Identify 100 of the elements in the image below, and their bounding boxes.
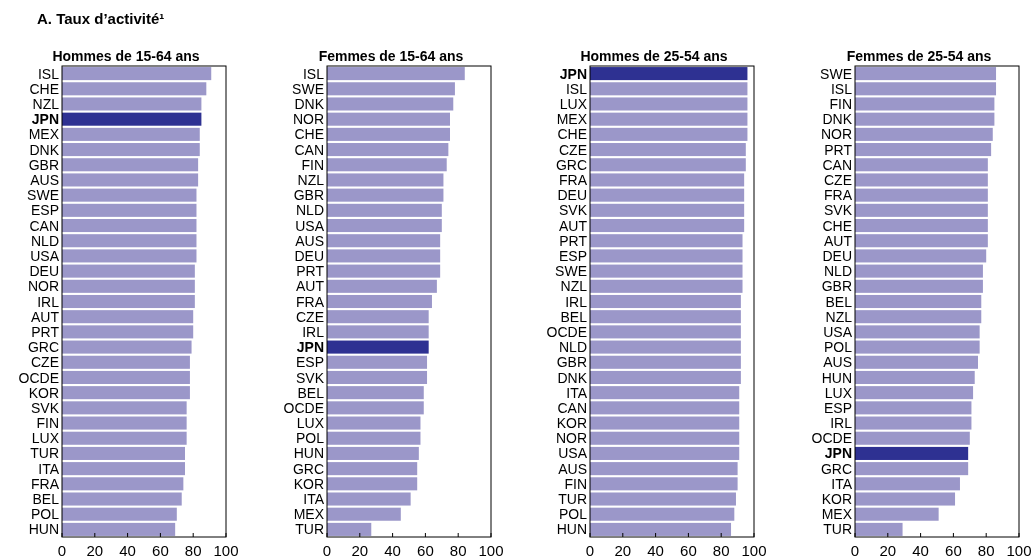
bar: [590, 143, 746, 157]
bar: [62, 477, 184, 491]
y-tick-label: FRA: [296, 293, 325, 310]
y-tick-label: PRT: [296, 263, 325, 280]
bar: [590, 173, 745, 187]
x-tick-label: 80: [449, 542, 467, 559]
y-tick-label: DNK: [29, 141, 60, 158]
y-tick-label: CAN: [294, 141, 324, 158]
bar: [855, 279, 983, 293]
y-tick-label: KOR: [28, 384, 59, 401]
y-tick-label: FIN: [36, 415, 59, 432]
y-tick-label: LUX: [296, 415, 325, 432]
bar: [590, 82, 748, 96]
y-tick-label: ITA: [831, 475, 853, 492]
y-tick-label: PRT: [824, 141, 853, 158]
bar: [62, 401, 187, 415]
bar: [855, 310, 982, 324]
bar: [590, 97, 748, 111]
bar: [62, 82, 207, 96]
bar: [62, 158, 199, 172]
y-tick-label: OCDE: [18, 369, 59, 386]
y-tick-label: FRA: [31, 475, 60, 492]
chart-title: Femmes de 15-64 ans: [318, 48, 464, 64]
y-tick-label: LUX: [559, 96, 588, 113]
x-tick-label: 60: [945, 542, 962, 559]
y-tick-label: MEX: [821, 506, 853, 523]
y-tick-label: GBR: [28, 156, 59, 173]
bar: [327, 82, 455, 96]
bar: [62, 370, 190, 384]
y-tick-label: CZE: [559, 141, 587, 158]
bar: [62, 143, 200, 157]
bar: [855, 355, 978, 369]
bar: [327, 143, 449, 157]
bar: [62, 127, 200, 141]
x-tick-label: 0: [322, 542, 332, 559]
y-tick-label: CAN: [29, 217, 59, 234]
y-tick-label: DEU: [822, 247, 852, 264]
bar: [855, 173, 988, 187]
y-tick-label: MEX: [293, 506, 325, 523]
y-tick-label: BEL: [32, 491, 60, 508]
bar: [590, 431, 740, 445]
y-tick-label: BEL: [297, 384, 325, 401]
bar: [590, 219, 745, 233]
bar: [327, 386, 424, 400]
y-tick-label: FIN: [301, 156, 324, 173]
bar: [327, 279, 437, 293]
y-tick-label: ITA: [566, 384, 588, 401]
x-tick-label: 80: [184, 542, 202, 559]
bar: [590, 492, 736, 506]
y-tick-label: AUS: [295, 232, 324, 249]
bar: [590, 325, 741, 339]
bar: [590, 294, 741, 309]
bar: [590, 477, 738, 491]
y-tick-label: GRC: [27, 339, 59, 356]
y-tick-label: GBR: [821, 278, 852, 295]
bar: [327, 370, 428, 384]
y-tick-label: FRA: [824, 187, 853, 204]
y-tick-label: NLD: [295, 202, 324, 219]
bar: [590, 279, 743, 293]
y-tick-label: CZE: [31, 354, 59, 371]
y-tick-label: USA: [30, 247, 60, 264]
x-tick-label: 20: [86, 542, 104, 559]
bar: [327, 507, 401, 521]
y-tick-label: TUR: [823, 521, 852, 538]
y-tick-label: NZL: [825, 308, 853, 325]
y-tick-label: HUN: [556, 521, 587, 538]
bar: [855, 386, 974, 400]
y-tick-label: CHE: [557, 126, 587, 143]
bar: [327, 446, 419, 460]
y-tick-label: ESP: [30, 202, 59, 219]
x-tick-label: 0: [57, 542, 67, 559]
y-tick-label: POL: [295, 430, 325, 447]
y-tick-label: KOR: [293, 475, 324, 492]
y-tick-label: GRC: [820, 460, 852, 477]
bar: [855, 462, 969, 476]
bar: [590, 370, 741, 384]
bar: [327, 310, 429, 324]
y-tick-label: NOR: [555, 430, 587, 447]
y-tick-label: HUN: [821, 369, 852, 386]
bar: [590, 507, 735, 521]
bar: [62, 97, 202, 111]
y-tick-label: SWE: [820, 65, 852, 82]
bar: [327, 97, 454, 111]
y-tick-label: SWE: [27, 187, 59, 204]
y-tick-label: AUT: [824, 232, 853, 249]
bar: [590, 234, 743, 248]
y-tick-label: LUX: [824, 384, 853, 401]
bar: [590, 386, 740, 400]
y-tick-label: AUT: [559, 217, 588, 234]
bar: [62, 219, 197, 233]
y-tick-label: GBR: [293, 187, 324, 204]
y-tick-label: MEX: [28, 126, 60, 143]
y-tick-label: HUN: [28, 521, 59, 538]
y-tick-label: FIN: [564, 475, 587, 492]
x-tick-label: 20: [351, 542, 369, 559]
bar: [855, 158, 988, 172]
bar: [62, 279, 195, 293]
bar: [327, 203, 442, 217]
y-tick-label: ISL: [830, 80, 853, 97]
bar: [855, 188, 988, 202]
